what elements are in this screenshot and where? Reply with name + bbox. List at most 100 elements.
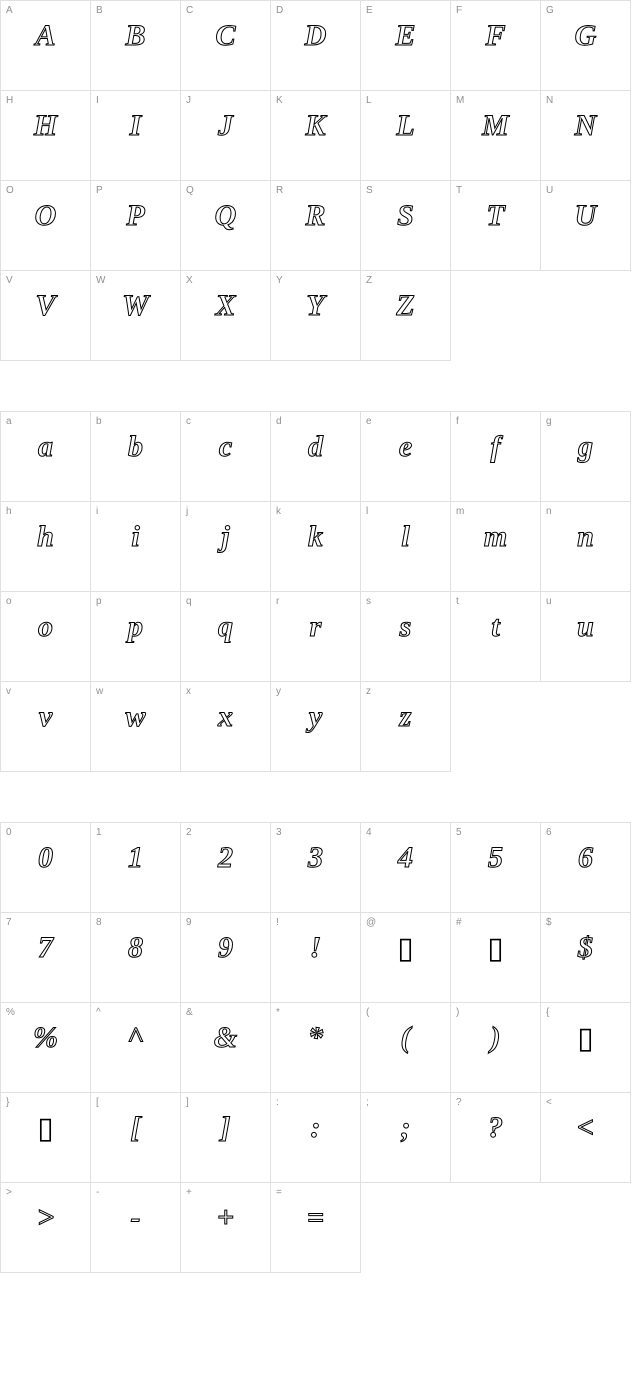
glyph-cell: ww [91, 682, 181, 772]
glyph-character: : [271, 1111, 360, 1145]
glyph-label: n [546, 506, 552, 517]
glyph-cell: HH [1, 91, 91, 181]
glyph-grid: aabbccddeeffgghhiijjkkllmmnnooppqqrrsstt… [0, 411, 631, 772]
glyph-character: 0 [1, 841, 90, 875]
glyph-cell: 88 [91, 913, 181, 1003]
glyph-label: 2 [186, 827, 192, 838]
glyph-character: n [541, 520, 630, 554]
glyph-label: i [96, 506, 98, 517]
glyph-label: & [186, 1007, 193, 1018]
glyph-cell: 44 [361, 823, 451, 913]
section-lowercase: aabbccddeeffgghhiijjkkllmmnnooppqqrrsstt… [0, 411, 640, 772]
glyph-cell: yy [271, 682, 361, 772]
glyph-cell: CC [181, 1, 271, 91]
glyph-label: b [96, 416, 102, 427]
glyph-label: 9 [186, 917, 192, 928]
glyph-label: = [276, 1187, 282, 1198]
glyph-character: ▯ [1, 1111, 90, 1146]
glyph-cell: KK [271, 91, 361, 181]
glyph-label: 8 [96, 917, 102, 928]
glyph-character: l [361, 520, 450, 554]
glyph-label: F [456, 5, 462, 16]
glyph-character: % [1, 1021, 90, 1055]
glyph-character: ! [271, 931, 360, 965]
glyph-label: X [186, 275, 193, 286]
glyph-label: e [366, 416, 372, 427]
glyph-label: % [6, 1007, 15, 1018]
glyph-cell: 11 [91, 823, 181, 913]
glyph-character: $ [541, 931, 630, 965]
glyph-label: o [6, 596, 12, 607]
glyph-label: z [366, 686, 371, 697]
glyph-label: s [366, 596, 371, 607]
glyph-label: K [276, 95, 283, 106]
glyph-label: Z [366, 275, 372, 286]
glyph-label: ? [456, 1097, 462, 1108]
glyph-label: g [546, 416, 552, 427]
glyph-cell: (( [361, 1003, 451, 1093]
glyph-label: V [6, 275, 13, 286]
glyph-cell: %% [1, 1003, 91, 1093]
glyph-cell: FF [451, 1, 541, 91]
glyph-character: g [541, 430, 630, 464]
glyph-label: ! [276, 917, 279, 928]
glyph-character: O [1, 199, 90, 233]
glyph-cell: PP [91, 181, 181, 271]
glyph-label: # [456, 917, 462, 928]
glyph-cell: RR [271, 181, 361, 271]
glyph-label: G [546, 5, 554, 16]
glyph-label: $ [546, 917, 552, 928]
glyph-cell: TT [451, 181, 541, 271]
glyph-label: p [96, 596, 102, 607]
glyph-character: w [91, 700, 180, 734]
glyph-character: c [181, 430, 270, 464]
glyph-cell: ++ [181, 1183, 271, 1273]
glyph-label: ( [366, 1007, 369, 1018]
glyph-character: 2 [181, 841, 270, 875]
glyph-grid: AABBCCDDEEFFGGHHIIJJKKLLMMNNOOPPQQRRSSTT… [0, 0, 631, 361]
glyph-cell: cc [181, 412, 271, 502]
glyph-cell: YY [271, 271, 361, 361]
glyph-character: M [451, 109, 540, 143]
glyph-label: r [276, 596, 279, 607]
glyph-cell: ** [271, 1003, 361, 1093]
glyph-character: S [361, 199, 450, 233]
glyph-label: M [456, 95, 464, 106]
glyph-cell: zz [361, 682, 451, 772]
glyph-cell: OO [1, 181, 91, 271]
glyph-cell: II [91, 91, 181, 181]
glyph-label: c [186, 416, 191, 427]
glyph-label: t [456, 596, 459, 607]
glyph-cell: rr [271, 592, 361, 682]
glyph-cell: -- [91, 1183, 181, 1273]
glyph-character: ; [361, 1111, 450, 1145]
glyph-label: ) [456, 1007, 459, 1018]
glyph-character: ] [181, 1111, 270, 1145]
glyph-character: W [91, 289, 180, 323]
glyph-cell: ?? [451, 1093, 541, 1183]
glyph-character: H [1, 109, 90, 143]
glyph-cell: jj [181, 502, 271, 592]
glyph-character: ) [451, 1021, 540, 1055]
glyph-label: < [546, 1097, 552, 1108]
glyph-label: [ [96, 1097, 99, 1108]
glyph-label: 7 [6, 917, 12, 928]
glyph-cell: @▯ [361, 913, 451, 1003]
glyph-cell: GG [541, 1, 631, 91]
glyph-character: J [181, 109, 270, 143]
glyph-character: f [451, 430, 540, 464]
glyph-character: 3 [271, 841, 360, 875]
glyph-label: ] [186, 1097, 189, 1108]
glyph-cell: AA [1, 1, 91, 91]
glyph-character: p [91, 610, 180, 644]
glyph-character: t [451, 610, 540, 644]
glyph-character: 7 [1, 931, 90, 965]
glyph-character: a [1, 430, 90, 464]
glyph-character: q [181, 610, 270, 644]
glyph-label: w [96, 686, 103, 697]
glyph-character: ▯ [541, 1021, 630, 1056]
glyph-label: H [6, 95, 13, 106]
glyph-cell: ]] [181, 1093, 271, 1183]
glyph-cell: SS [361, 181, 451, 271]
glyph-cell: 55 [451, 823, 541, 913]
